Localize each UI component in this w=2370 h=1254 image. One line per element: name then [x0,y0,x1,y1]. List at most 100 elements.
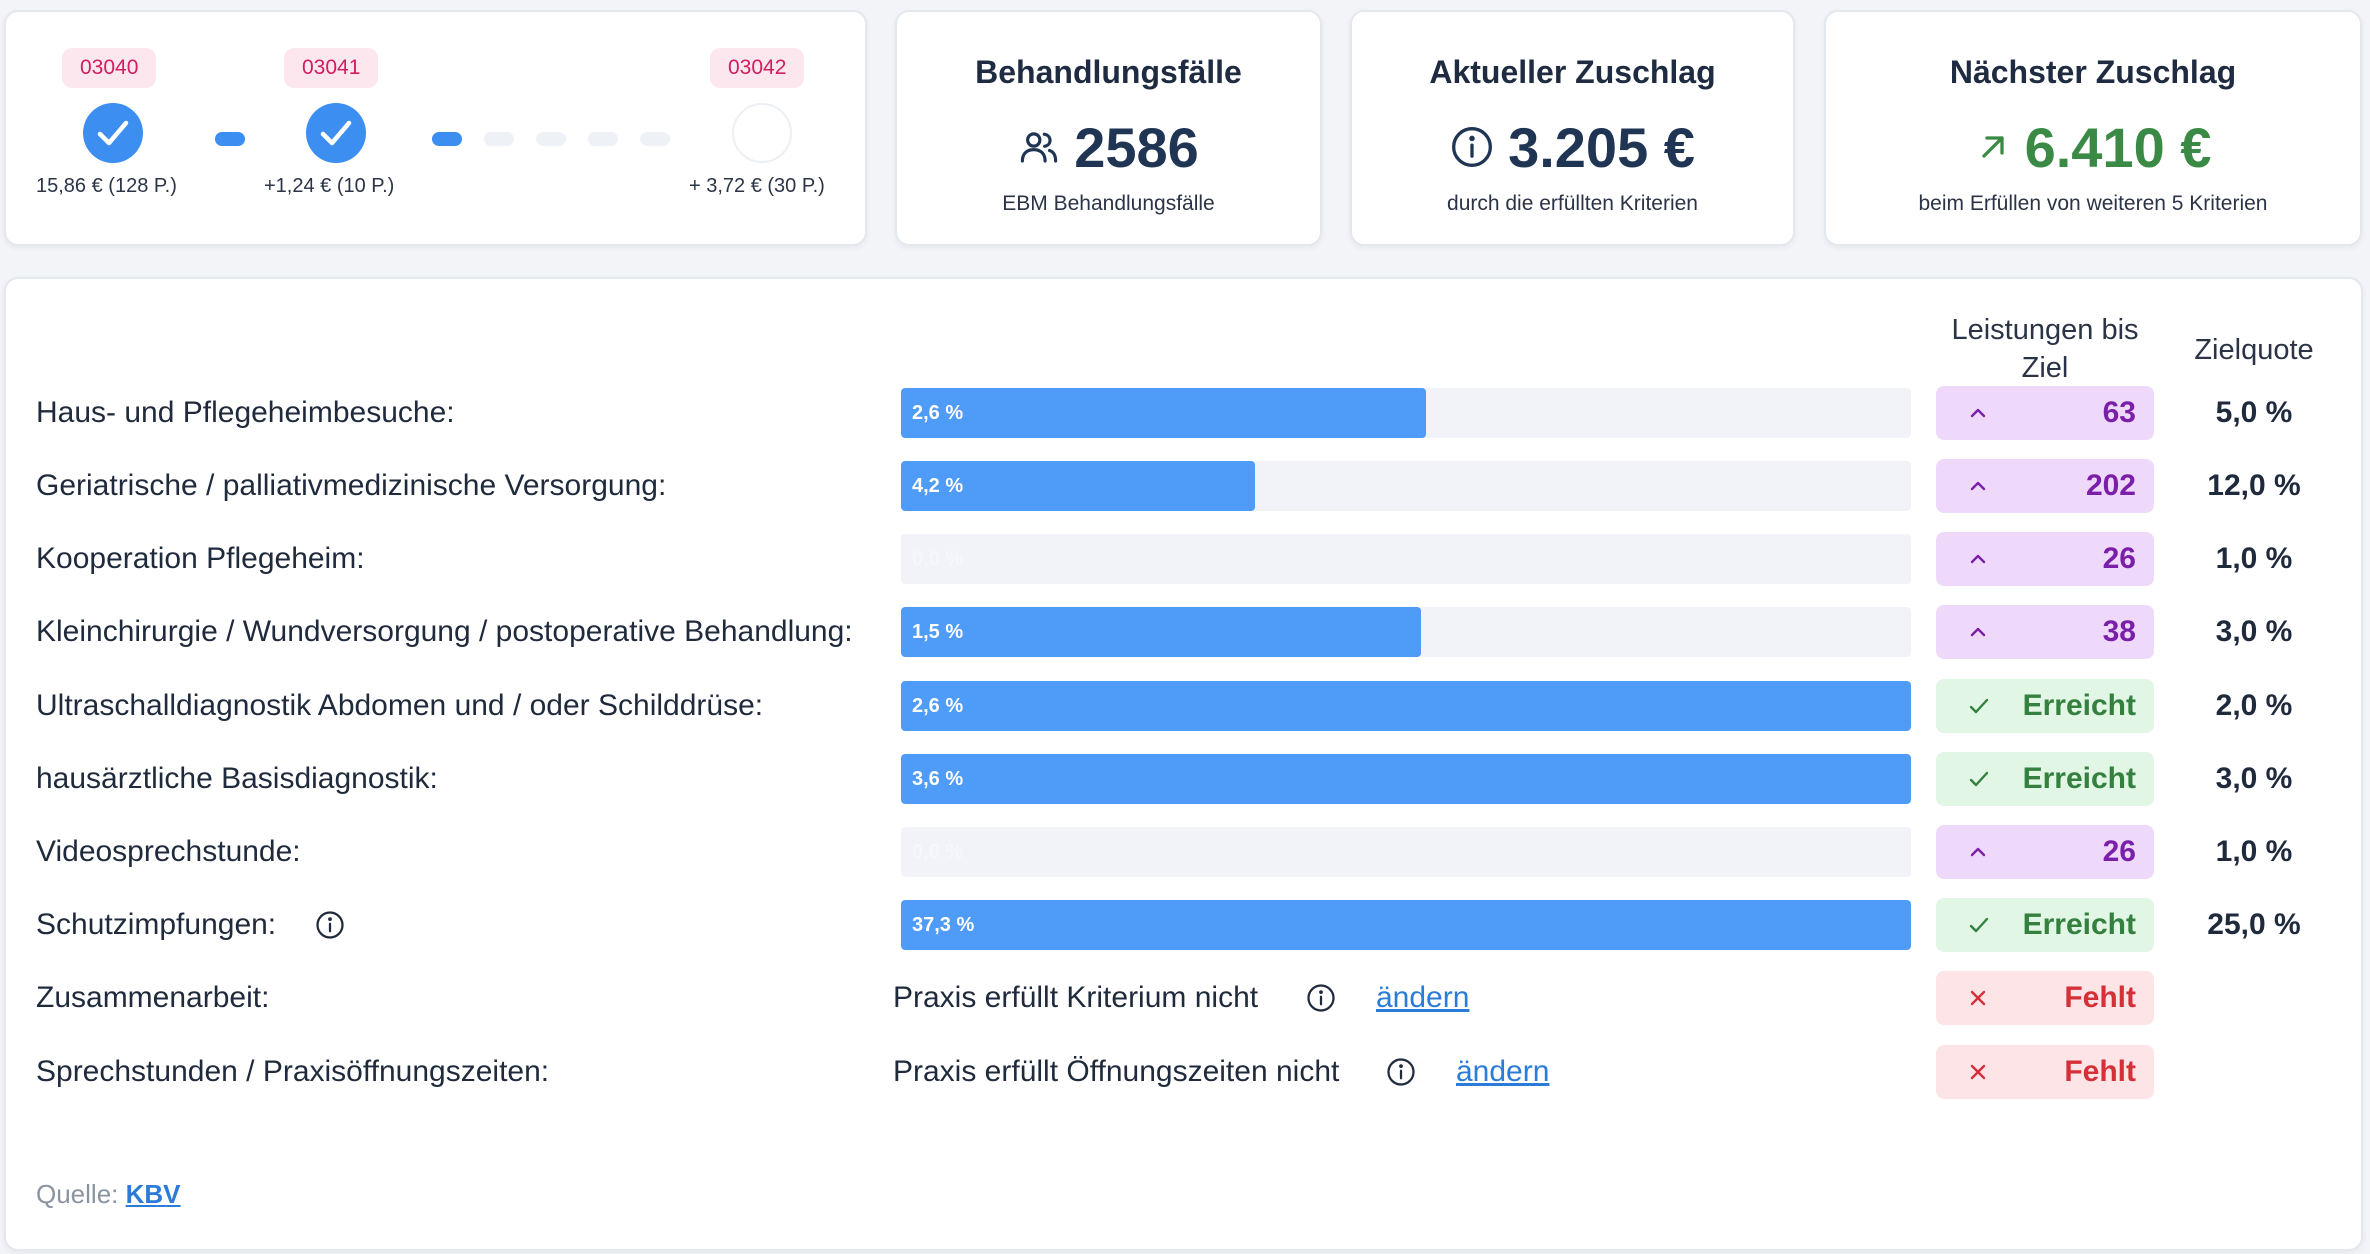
step-caption: 15,86 € (128 P.) [36,175,177,197]
target-quota: 12,0 % [2207,469,2301,502]
column-header-leistungen: Leistungen bis Ziel [1951,314,2139,384]
progress-bar-label: 1,5 % [912,621,964,643]
status-pill: 26 [1936,532,2154,586]
criteria-label: Schutzimpfungen: [36,908,277,941]
source-link-kbv[interactable]: KBV [125,1179,181,1209]
stat-value: 2586 [1074,115,1199,179]
step-caption: +1,24 € (10 P.) [264,175,395,197]
criteria-row: Kleinchirurgie / Wundversorgung / postop… [6,605,2361,659]
criteria-label: Sprechstunden / Praxisöffnungszeiten: [36,1055,550,1088]
stat-subtitle: beim Erfüllen von weiteren 5 Kriterien [1918,192,2268,215]
target-quota: 1,0 % [2215,542,2293,575]
target-quota: 3,0 % [2215,615,2293,648]
target-quota: 5,0 % [2215,396,2293,429]
chevron-up-icon [1970,408,1986,418]
status-value: 202 [2085,469,2136,502]
info-icon[interactable] [1450,125,1494,169]
progress-bar: 4,2 % [901,461,1911,511]
criteria-label: Zusammenarbeit: [36,981,270,1014]
status-pill: 202 [1936,459,2154,513]
stat-card-current: Aktueller Zuschlag 3.205 € durch die erf… [1350,10,1795,246]
stat-value: 3.205 € [1508,115,1695,179]
progress-bar-fill [901,607,1422,657]
change-link[interactable]: ändern [1456,1055,1550,1088]
progress-bar: 1,5 % [901,607,1911,657]
criteria-row: Videosprechstunde: 0,0 % 26 1,0 % [6,825,2361,879]
criteria-label: hausärztliche Basisdiagnostik: [36,762,438,795]
progress-bar: 37,3 % [901,900,1911,950]
progress-bar-fill [901,681,1911,731]
info-icon[interactable] [315,910,345,945]
step-open-circle [732,103,792,163]
status-value: 63 [2102,396,2136,429]
criteria-row: Ultraschalldiagnostik Abdomen und / oder… [6,679,2361,733]
status-value: Fehlt [2064,981,2136,1014]
status-pill: Fehlt [1936,971,2154,1025]
criteria-row: hausärztliche Basisdiagnostik: 3,6 % Errei… [6,752,2361,806]
progress-card: 03040 03041 03042 15,86 € (128 P.) +1,24… [4,10,867,246]
progress-bar-label: 2,6 % [912,402,964,424]
status-value: Fehlt [2064,1055,2136,1088]
column-header-zielquote: Zielquote [2194,334,2314,366]
step-code-badge: 03041 [284,48,379,88]
status-pill: 63 [1936,386,2154,440]
criteria-row: Geriatrische / palliativmedizinische Ver… [6,459,2361,513]
progress-bar-label: 0,0 % [912,841,964,863]
status-value: Erreicht [2022,908,2136,941]
progress-bar: 0,0 % [901,534,1911,584]
chevron-up-icon [1970,627,1986,637]
target-quota: 2,0 % [2215,689,2293,722]
progress-bar-label: 37,3 % [912,914,975,936]
criteria-row: Schutzimpfungen: 37,3 % Erreicht 25,0 % [6,898,2361,952]
stat-card-cases: Behandlungsfälle 2586 EBM Behandlungsfäl… [895,10,1322,246]
step-done-check-icon [83,103,143,163]
progress-bar-label: 4,2 % [912,475,964,497]
stat-value: 6.410 € [2024,115,2212,179]
check-icon [1969,771,1989,787]
progress-bar: 2,6 % [901,681,1911,731]
x-icon [1970,990,1986,1006]
progress-bar-label: 0,0 % [912,548,964,570]
progress-bar-fill [901,461,1255,511]
source-note: Quelle: KBV [36,1179,181,1210]
step-caption: + 3,72 € (30 P.) [689,175,825,197]
criteria-label: Geriatrische / palliativmedizinische Ver… [36,469,667,502]
progress-bar-fill [901,900,1911,950]
info-icon[interactable] [1306,983,1336,1018]
criteria-label: Videosprechstunde: [36,835,301,868]
chevron-up-icon [1970,481,1986,491]
progress-bar: 0,0 % [901,827,1911,877]
arrow-up-right-icon [1981,136,2004,158]
change-link[interactable]: ändern [1376,981,1470,1014]
criteria-row: Zusammenarbeit: Praxis erfüllt Kriterium … [6,971,2361,1025]
step-connector-segment [588,132,618,146]
step-done-check-icon [306,103,366,163]
stat-card-next: Nächster Zuschlag 6.410 € beim Erfüllen … [1824,10,2362,246]
criteria-label: Kooperation Pflegeheim: [36,542,365,575]
criteria-row: Haus- und Pflegeheimbesuche: 2,6 % 63 5,0 % [6,386,2361,440]
progress-bar-fill [901,754,1911,804]
target-quota: 1,0 % [2215,835,2293,868]
source-label: Quelle: [36,1179,119,1209]
step-connector-segment [432,132,462,146]
status-value: Erreicht [2022,689,2136,722]
criteria-row: Kooperation Pflegeheim: 0,0 % 26 1,0 % [6,532,2361,586]
status-value: Erreicht [2022,762,2136,795]
x-icon [1970,1064,1986,1080]
step-code-badge: 03040 [62,48,157,88]
check-icon [1969,917,1989,933]
status-value: 38 [2102,615,2136,648]
status-value: 26 [2102,542,2136,575]
criteria-label: Ultraschalldiagnostik Abdomen und / oder… [36,689,764,722]
progress-bar-label: 3,6 % [912,768,964,790]
info-icon[interactable] [1386,1057,1416,1092]
step-connector-segment [215,132,245,146]
status-pill: Erreicht [1936,752,2154,806]
progress-bar-fill [901,388,1427,438]
status-pill: Erreicht [1936,679,2154,733]
status-pill: 26 [1936,825,2154,879]
status-value: 26 [2102,835,2136,868]
criteria-table-card: Leistungen bis Ziel Zielquote Haus- und … [4,277,2363,1251]
target-quota: 3,0 % [2215,762,2293,795]
progress-bar: 2,6 % [901,388,1911,438]
